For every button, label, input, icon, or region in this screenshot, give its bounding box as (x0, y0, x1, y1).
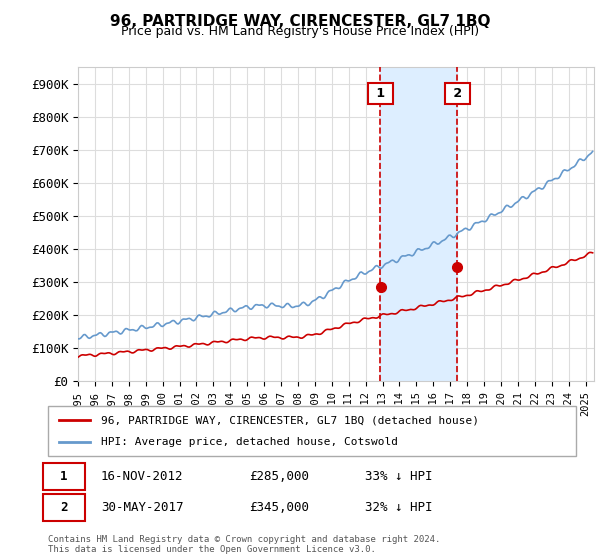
Text: 1: 1 (60, 470, 68, 483)
Text: 30-MAY-2017: 30-MAY-2017 (101, 501, 184, 514)
FancyBboxPatch shape (43, 494, 85, 521)
Text: 96, PARTRIDGE WAY, CIRENCESTER, GL7 1BQ: 96, PARTRIDGE WAY, CIRENCESTER, GL7 1BQ (110, 14, 490, 29)
Text: £285,000: £285,000 (248, 470, 308, 483)
Text: 2: 2 (60, 501, 68, 514)
Text: Price paid vs. HM Land Registry's House Price Index (HPI): Price paid vs. HM Land Registry's House … (121, 25, 479, 38)
Text: £345,000: £345,000 (248, 501, 308, 514)
Text: 33% ↓ HPI: 33% ↓ HPI (365, 470, 432, 483)
Text: 1: 1 (372, 87, 389, 100)
Text: HPI: Average price, detached house, Cotswold: HPI: Average price, detached house, Cots… (101, 437, 398, 447)
Bar (380, 67, 457, 381)
Text: 16-NOV-2012: 16-NOV-2012 (101, 470, 184, 483)
FancyBboxPatch shape (48, 406, 576, 456)
Text: 2: 2 (449, 87, 466, 100)
FancyBboxPatch shape (43, 463, 85, 490)
Text: 32% ↓ HPI: 32% ↓ HPI (365, 501, 432, 514)
Text: Contains HM Land Registry data © Crown copyright and database right 2024.
This d: Contains HM Land Registry data © Crown c… (48, 535, 440, 554)
Text: 96, PARTRIDGE WAY, CIRENCESTER, GL7 1BQ (detached house): 96, PARTRIDGE WAY, CIRENCESTER, GL7 1BQ … (101, 415, 479, 425)
